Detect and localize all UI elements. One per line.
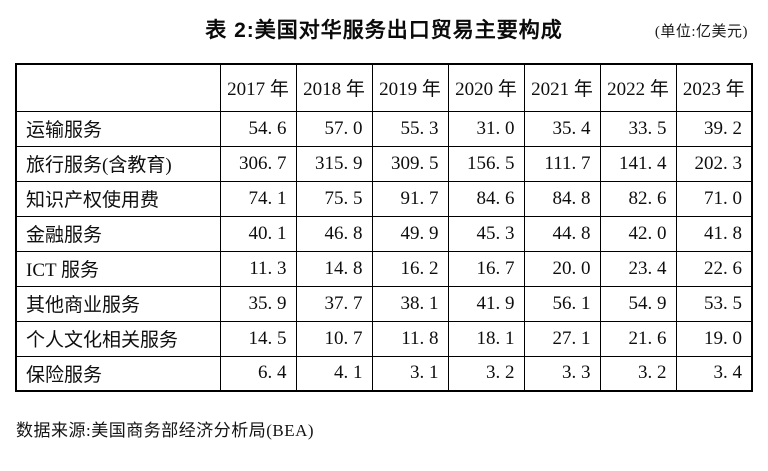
value-cell: 40. 1 [219,215,297,252]
value-cell: 35. 4 [523,110,601,147]
value-cell: 74. 1 [219,180,297,217]
data-table: 2017 年 2018 年 2019 年 2020 年 2021 年 2022 年 2023… [15,63,753,392]
table-row: 知识产权使用费 74. 1 75. 5 91. 7 84. 6 84. 8 82. 6 71.… [15,180,753,217]
value-cell: 6. 4 [219,355,297,392]
value-cell: 14. 5 [219,320,297,357]
value-cell: 3. 2 [447,355,525,392]
row-label: 知识产权使用费 [15,180,221,217]
table-row: 个人文化相关服务 14. 5 10. 7 11. 8 18. 1 27. 1 21. 6 19… [15,320,753,357]
value-cell: 141. 4 [599,145,677,182]
value-cell: 22. 6 [675,250,753,287]
value-cell: 27. 1 [523,320,601,357]
value-cell: 91. 7 [371,180,449,217]
year-column-header: 2017 年 [219,63,297,112]
value-cell: 82. 6 [599,180,677,217]
table-header: 表 2:美国对华服务出口贸易主要构成 (单位:亿美元) [0,14,768,46]
table-title: 表 2:美国对华服务出口贸易主要构成 [205,19,563,42]
table-row: ICT 服务 11. 3 14. 8 16. 2 16. 7 20. 0 23. 4 22. … [15,250,753,287]
value-cell: 53. 5 [675,285,753,322]
value-cell: 35. 9 [219,285,297,322]
value-cell: 41. 9 [447,285,525,322]
row-label: 个人文化相关服务 [15,320,221,357]
value-cell: 3. 1 [371,355,449,392]
value-cell: 18. 1 [447,320,525,357]
table-row: 其他商业服务 35. 9 37. 7 38. 1 41. 9 56. 1 54. 9 53. … [15,285,753,322]
value-cell: 111. 7 [523,145,601,182]
value-cell: 54. 6 [219,110,297,147]
value-cell: 202. 3 [675,145,753,182]
table-row: 金融服务 40. 1 46. 8 49. 9 45. 3 44. 8 42. 0 41. 8 [15,215,753,252]
value-cell: 3. 3 [523,355,601,392]
value-cell: 44. 8 [523,215,601,252]
year-column-header: 2018 年 [295,63,373,112]
value-cell: 84. 6 [447,180,525,217]
value-cell: 33. 5 [599,110,677,147]
table-head: 2017 年 2018 年 2019 年 2020 年 2021 年 2022 年 2023… [15,63,753,112]
value-cell: 11. 8 [371,320,449,357]
value-cell: 315. 9 [295,145,373,182]
year-column-header: 2019 年 [371,63,449,112]
value-cell: 31. 0 [447,110,525,147]
year-column-header: 2022 年 [599,63,677,112]
value-cell: 16. 7 [447,250,525,287]
unit-label: (单位:亿美元) [654,24,748,40]
value-cell: 10. 7 [295,320,373,357]
year-column-header: 2021 年 [523,63,601,112]
row-label: 运输服务 [15,110,221,147]
row-label: 其他商业服务 [15,285,221,322]
year-column-header: 2020 年 [447,63,525,112]
year-column-header: 2023 年 [675,63,753,112]
corner-cell [15,63,221,112]
value-cell: 54. 9 [599,285,677,322]
row-label: ICT 服务 [15,250,221,287]
row-label: 保险服务 [15,355,221,392]
header-row: 2017 年 2018 年 2019 年 2020 年 2021 年 2022 年 2023… [15,63,753,112]
table-row: 运输服务 54. 6 57. 0 55. 3 31. 0 35. 4 33. 5 39. 2 [15,110,753,147]
value-cell: 46. 8 [295,215,373,252]
value-cell: 49. 9 [371,215,449,252]
value-cell: 23. 4 [599,250,677,287]
value-cell: 4. 1 [295,355,373,392]
value-cell: 75. 5 [295,180,373,217]
data-source-note: 数据来源:美国商务部经济分析局(BEA) [16,421,315,440]
value-cell: 16. 2 [371,250,449,287]
value-cell: 42. 0 [599,215,677,252]
value-cell: 20. 0 [523,250,601,287]
value-cell: 19. 0 [675,320,753,357]
value-cell: 45. 3 [447,215,525,252]
value-cell: 309. 5 [371,145,449,182]
value-cell: 41. 8 [675,215,753,252]
value-cell: 21. 6 [599,320,677,357]
value-cell: 55. 3 [371,110,449,147]
value-cell: 306. 7 [219,145,297,182]
value-cell: 39. 2 [675,110,753,147]
value-cell: 156. 5 [447,145,525,182]
value-cell: 11. 3 [219,250,297,287]
table-row: 保险服务 6. 4 4. 1 3. 1 3. 2 3. 3 3. 2 3. 4 [15,355,753,392]
value-cell: 3. 4 [675,355,753,392]
value-cell: 56. 1 [523,285,601,322]
row-label: 金融服务 [15,215,221,252]
value-cell: 57. 0 [295,110,373,147]
value-cell: 14. 8 [295,250,373,287]
value-cell: 71. 0 [675,180,753,217]
value-cell: 84. 8 [523,180,601,217]
value-cell: 38. 1 [371,285,449,322]
row-label: 旅行服务(含教育) [15,145,221,182]
value-cell: 3. 2 [599,355,677,392]
value-cell: 37. 7 [295,285,373,322]
